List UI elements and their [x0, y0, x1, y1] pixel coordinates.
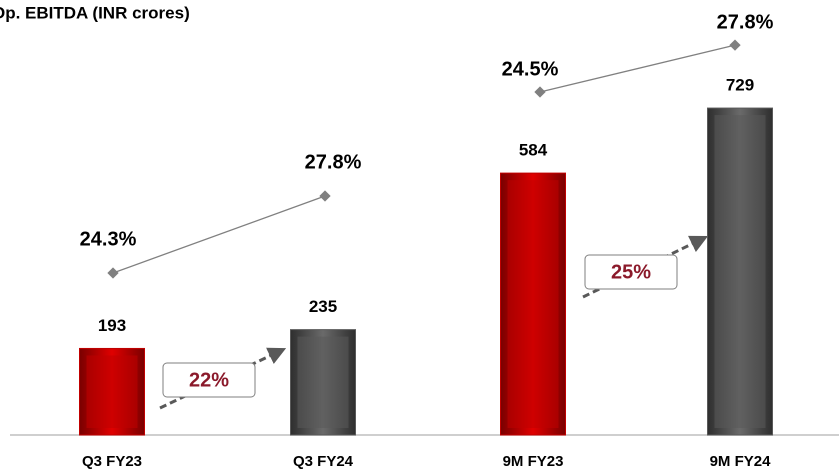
bar-value-label: 584 [519, 141, 548, 160]
margin-label: 24.5% [502, 58, 559, 80]
margin-label: 24.3% [80, 228, 137, 250]
margin-marker [319, 190, 331, 202]
growth-box [584, 254, 678, 290]
x-tick-label: Q3 FY24 [293, 453, 354, 470]
margin-marker [534, 86, 546, 98]
growth-box [162, 362, 256, 398]
bar-face [297, 336, 349, 428]
margin-marker [107, 267, 119, 279]
bar-face [507, 180, 559, 428]
bar-value-label: 235 [309, 297, 337, 316]
margin-label: 27.8% [717, 11, 774, 33]
growth-label: 22% [189, 369, 229, 391]
margin-marker [729, 39, 741, 51]
growth-label: 25% [611, 261, 651, 283]
bar-value-label: 193 [98, 316, 126, 335]
x-tick-label: Q3 FY23 [82, 453, 142, 470]
margin-line [112, 195, 326, 274]
bar-face [714, 115, 766, 428]
chart-title: Op. EBITDA (INR crores) [0, 3, 190, 22]
bar-value-label: 729 [726, 76, 754, 95]
bar-face [86, 355, 138, 428]
x-tick-label: 9M FY24 [710, 453, 772, 470]
x-tick-label: 9M FY23 [503, 453, 564, 470]
margin-line [539, 44, 736, 93]
margin-label: 27.8% [305, 151, 362, 173]
